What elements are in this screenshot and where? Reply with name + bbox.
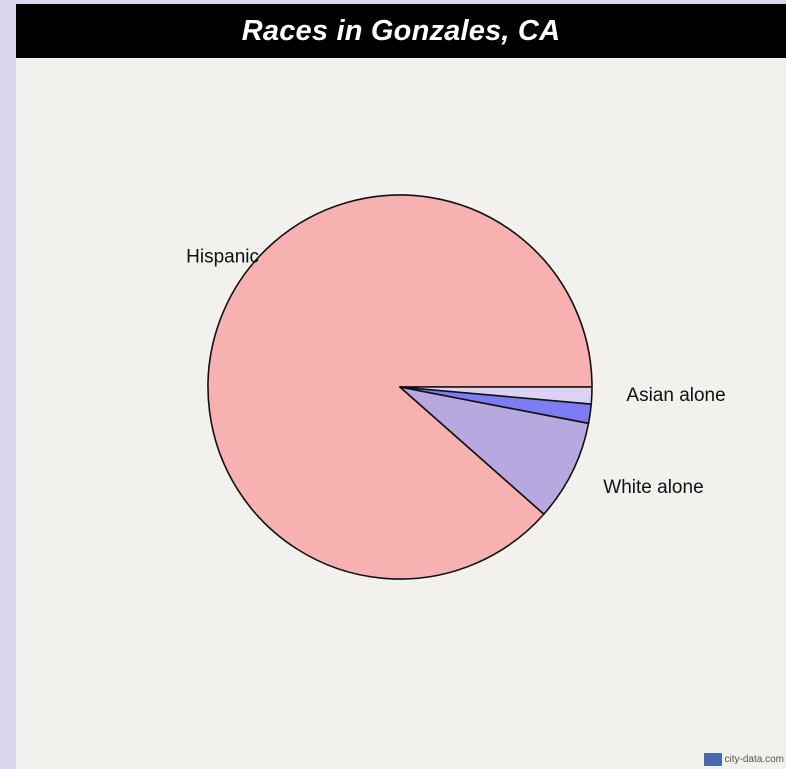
pie-slice-white-alone — [399, 386, 590, 515]
slice-label-hispanic: Hispanic — [186, 247, 259, 268]
chart-panel: Races in Gonzales, CA Hispanic White alon… — [16, 4, 786, 769]
slice-label-white-alone: White alone — [603, 477, 703, 498]
title-bar: Races in Gonzales, CA — [16, 4, 786, 58]
pie-slice-hispanic — [207, 194, 593, 580]
pie-chart: Hispanic White alone Asian alone — [186, 194, 726, 580]
chart-title: Races in Gonzales, CA — [241, 14, 561, 47]
pie-slice-other — [399, 386, 593, 405]
watermark: city-data.com — [703, 753, 784, 766]
slice-label-asian-alone: Asian alone — [626, 385, 725, 406]
watermark-text: city-data.com — [724, 754, 784, 765]
city-data-logo-icon — [703, 753, 722, 766]
